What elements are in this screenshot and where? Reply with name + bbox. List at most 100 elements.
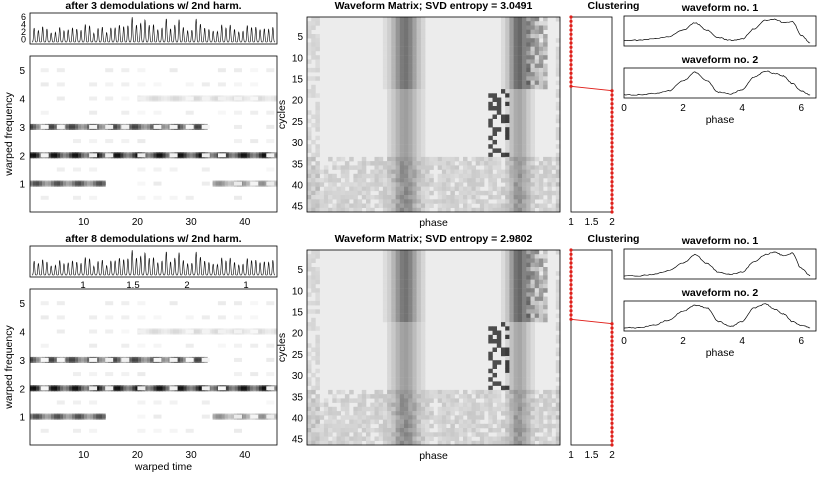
matrix-cell: [395, 309, 401, 314]
spectrogram-band-core: [240, 386, 245, 390]
matrix-cell: [534, 55, 540, 60]
matrix-cell: [513, 144, 519, 149]
matrix-cell: [395, 80, 401, 86]
spectrogram-xtick: 30: [186, 217, 198, 228]
matrix-cell: [344, 199, 350, 204]
wave2-xlabel: phase: [706, 114, 735, 126]
matrix-cell: [361, 394, 367, 399]
clustering-title: Clustering: [588, 233, 640, 245]
matrix-cell: [395, 339, 401, 344]
clustering-point: [569, 32, 573, 36]
matrix-cell: [395, 21, 401, 26]
matrix-cell: [526, 436, 531, 441]
matrix-cell: [387, 250, 392, 255]
matrix-cell: [517, 351, 523, 357]
matrix-cell: [513, 250, 519, 255]
matrix-cell: [517, 72, 523, 77]
spectrogram-texture: [40, 386, 49, 391]
matrix-cell: [517, 38, 523, 43]
matrix-cell: [332, 423, 337, 429]
matrix-cell: [412, 178, 417, 183]
matrix-cell: [530, 67, 535, 73]
matrix-cell: [467, 169, 472, 175]
matrix-cell: [530, 305, 535, 310]
matrix-cell: [484, 203, 489, 208]
spectrogram-texture: [121, 82, 130, 87]
spectrogram-band-core: [162, 358, 166, 362]
matrix-cell: [437, 182, 443, 187]
matrix-cell: [420, 63, 426, 69]
clustering-point: [610, 145, 614, 149]
matrix-cell: [416, 440, 422, 446]
matrix-cell: [517, 89, 523, 94]
matrix-cell: [404, 173, 409, 179]
matrix-cell: [395, 250, 401, 255]
spectrogram-band-core: [69, 358, 73, 362]
matrix-cell: [555, 190, 561, 196]
matrix-cell: [517, 50, 523, 56]
matrix-cell: [501, 17, 506, 22]
spectrogram-band-core: [246, 182, 250, 186]
clustering-point: [569, 248, 573, 252]
matrix-cell: [517, 279, 523, 285]
matrix-cell: [395, 135, 401, 141]
matrix-cell: [526, 178, 531, 183]
spectrogram-texture: [40, 110, 49, 115]
matrix-cell: [437, 423, 443, 429]
spectrogram-band-core: [117, 358, 121, 362]
matrix-cell: [408, 186, 413, 192]
wave1-line: [623, 18, 811, 44]
spectrogram-band-core: [274, 153, 278, 157]
matrix-cell: [404, 381, 409, 386]
matrix-cell: [513, 271, 519, 276]
clustering-axes: [570, 249, 613, 446]
spectrogram-band-core: [66, 386, 70, 390]
matrix-cell: [484, 402, 489, 408]
spectrogram-band-core: [54, 153, 58, 157]
matrix-cell: [501, 419, 506, 425]
spectrogram-band-core: [84, 386, 88, 390]
matrix-cell: [399, 178, 405, 183]
matrix-cell: [555, 72, 561, 77]
matrix-cell: [391, 139, 396, 145]
matrix-cell: [526, 118, 531, 124]
matrix-cell: [509, 389, 514, 395]
matrix-cell: [534, 283, 540, 289]
spectrogram-band-core: [117, 125, 121, 129]
matrix-cell: [357, 398, 363, 403]
clustering-point: [610, 335, 614, 339]
matrix-cell: [395, 330, 401, 335]
matrix-cell: [467, 423, 472, 429]
clustering-point: [610, 443, 614, 447]
matrix-ytick: 20: [292, 96, 304, 107]
spectrogram-band-core: [255, 386, 260, 390]
matrix-cell: [505, 89, 510, 94]
matrix-cell: [479, 178, 485, 183]
spectrogram-band-core: [186, 386, 191, 390]
spectrogram-band-core: [42, 182, 46, 186]
spectrogram-band-core: [93, 415, 97, 419]
matrix-cell: [307, 118, 312, 124]
matrix-cell: [534, 300, 540, 306]
matrix-cell: [538, 406, 544, 412]
matrix-cell: [412, 144, 417, 149]
spectrogram-band-core: [231, 415, 235, 419]
matrix-cell: [534, 34, 540, 39]
matrix-cell: [387, 296, 392, 302]
matrix-cell: [479, 389, 485, 395]
matrix-cell: [399, 89, 405, 94]
matrix-cell: [420, 42, 426, 47]
matrix-cell: [353, 440, 358, 446]
matrix-cell: [391, 326, 396, 331]
matrix-cell: [416, 173, 422, 179]
matrix-cell: [420, 262, 426, 268]
matrix-cell: [361, 402, 367, 408]
matrix-cell: [370, 411, 375, 416]
spectrogram-band-core: [212, 415, 217, 419]
matrix-cell: [357, 178, 363, 183]
matrix-cell: [408, 21, 413, 26]
clustering-point: [610, 326, 614, 330]
spectrogram-texture: [266, 167, 275, 172]
matrix-cell: [425, 169, 430, 175]
matrix-cell: [446, 182, 451, 187]
